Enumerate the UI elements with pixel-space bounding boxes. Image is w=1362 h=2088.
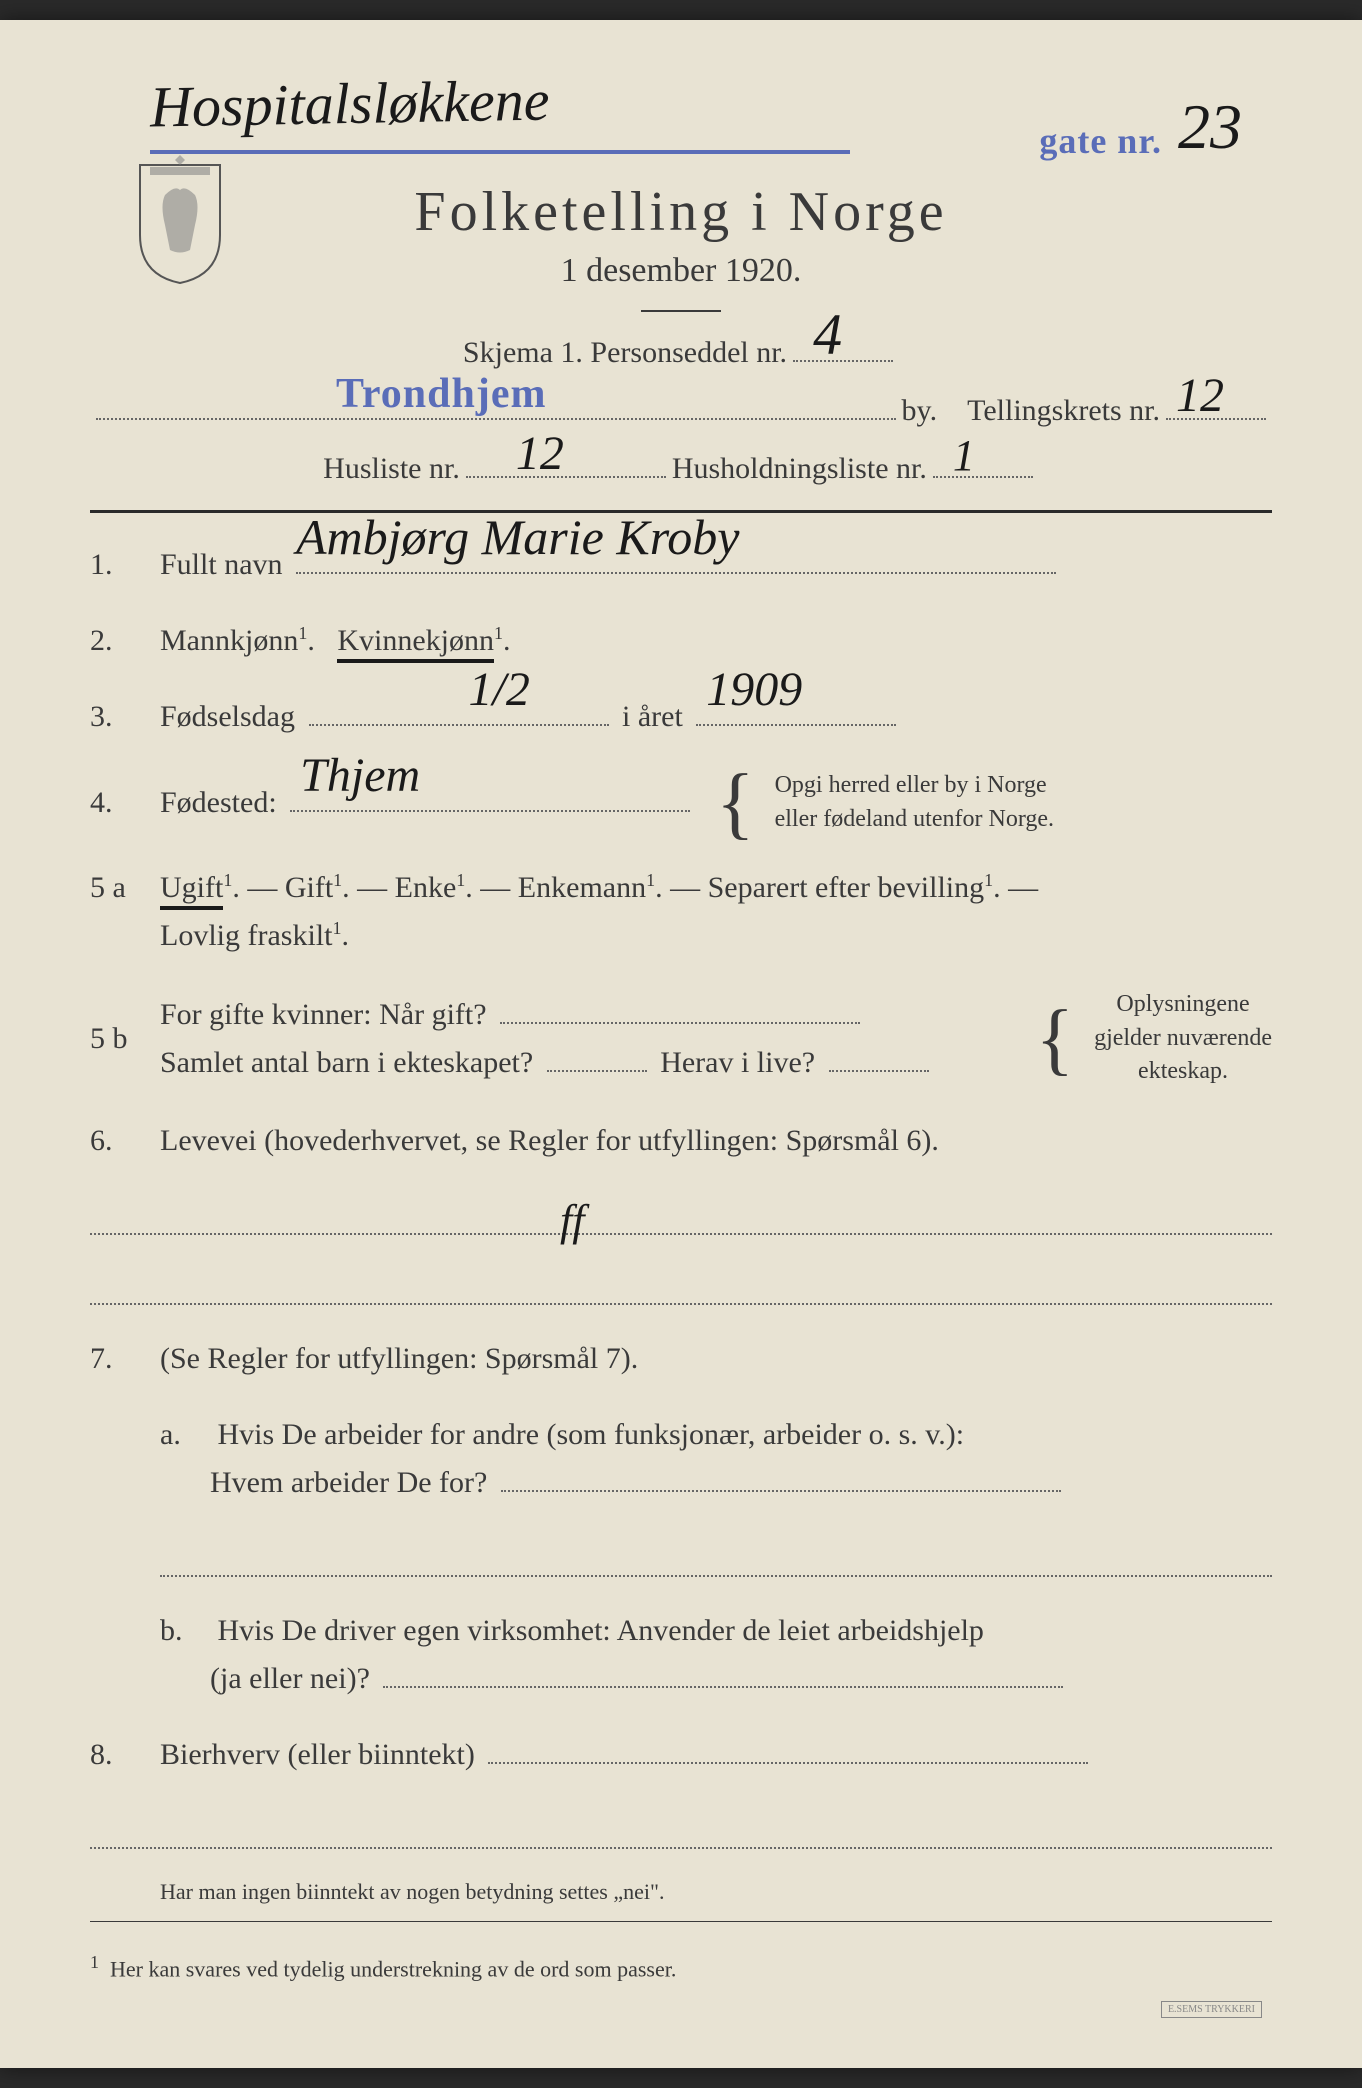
q7b-l2: (ja eller nei)? — [210, 1662, 370, 1695]
gate-nr-stamp: gate nr. — [1039, 120, 1162, 162]
q7b-field — [383, 1686, 1063, 1688]
city-suffix: by. — [902, 394, 938, 428]
q3: 3. Fødselsdag 1/2 i året 1909 — [90, 693, 1272, 741]
q5a-enke: Enke — [395, 871, 457, 904]
q5b-field1 — [500, 1022, 860, 1024]
husholdning-number: 1 — [953, 430, 975, 481]
q1: 1. Fullt navn Ambjørg Marie Kroby — [90, 541, 1272, 589]
q6-line2 — [90, 1265, 1272, 1305]
q2: 2. Mannkjønn1. Kvinnekjønn1. — [90, 617, 1272, 665]
husliste-label: Husliste nr. — [323, 452, 460, 486]
title-rule — [641, 310, 721, 312]
q3-year-field: 1909 — [696, 724, 896, 726]
q6-label: Levevei (hovederhvervet, se Regler for u… — [160, 1117, 1272, 1165]
page-date: 1 desember 1920. — [90, 252, 1272, 290]
blue-underline — [150, 150, 850, 154]
q6-line1: ff — [90, 1195, 1272, 1235]
q3-year-label: i året — [622, 700, 683, 733]
q5a: 5 a Ugift1. — Gift1. — Enke1. — Enkemann… — [90, 864, 1272, 960]
q5a-separert: Separert efter bevilling — [708, 871, 985, 904]
q5b-label1: For gifte kvinner: Når gift? — [160, 998, 487, 1031]
brace-icon: { — [716, 771, 754, 835]
q4: 4. Fødested: Thjem { Opgi herred eller b… — [90, 769, 1272, 836]
q5a-enkemann: Enkemann — [518, 871, 646, 904]
q8-label: Bierhverv (eller biinntekt) — [160, 1738, 475, 1771]
q7b-letter: b. — [160, 1607, 210, 1655]
q4-label: Fødested: — [160, 786, 277, 819]
q5b-num: 5 b — [90, 1015, 160, 1063]
q7a-field — [501, 1490, 1061, 1492]
q4-num: 4. — [90, 779, 160, 827]
q7a-l1: Hvis De arbeider for andre (som funksjon… — [218, 1418, 965, 1451]
printer-mark: E.SEMS TRYKKERI — [1161, 2001, 1262, 2018]
q8-line2 — [90, 1809, 1272, 1849]
tellingskrets-label: Tellingskrets nr. — [967, 394, 1160, 428]
footnote-rule — [90, 1921, 1272, 1922]
census-form-page: Hospitalsløkkene gate nr. 23 Folketellin… — [0, 20, 1362, 2068]
q5b-note: Oplysningene gjelder nuværende ekteskap. — [1094, 988, 1272, 1089]
q7-num: 7. — [90, 1335, 160, 1383]
brace-icon-2: { — [1036, 1007, 1074, 1071]
husliste-number: 12 — [516, 426, 564, 481]
q4-note: Opgi herred eller by i Norge eller fødel… — [775, 769, 1054, 836]
q5b: 5 b For gifte kvinner: Når gift? Samlet … — [90, 988, 1272, 1089]
schema-line: Skjema 1. Personseddel nr. 4 — [90, 336, 1272, 370]
q5b-field3 — [829, 1070, 929, 1072]
schema-label: Skjema 1. Personseddel nr. — [463, 336, 787, 370]
husliste-field: 12 — [466, 476, 666, 478]
q2-opt-m: Mannkjønn1. — [160, 624, 315, 657]
q1-num: 1. — [90, 541, 160, 589]
coat-of-arms-icon — [130, 155, 230, 285]
city-field: Trondhjem — [96, 418, 896, 420]
q8: 8. Bierhverv (eller biinntekt) — [90, 1731, 1272, 1779]
q7b-l1: Hvis De driver egen virksomhet: Anvender… — [218, 1614, 984, 1647]
q6-num: 6. — [90, 1117, 160, 1165]
husliste-line: Husliste nr. 12 Husholdningsliste nr. 1 — [90, 452, 1272, 486]
q5b-label3: Herav i live? — [660, 1046, 815, 1079]
q7a-l2: Hvem arbeider De for? — [210, 1466, 487, 1499]
husholdning-field: 1 — [933, 476, 1033, 478]
q6: 6. Levevei (hovederhvervet, se Regler fo… — [90, 1117, 1272, 1165]
page-title: Folketelling i Norge — [90, 180, 1272, 244]
q7a: a. Hvis De arbeider for andre (som funks… — [160, 1411, 1272, 1507]
q1-label: Fullt navn — [160, 548, 283, 581]
footnote-2: 1 Her kan svares ved tydelig understrekn… — [90, 1952, 1272, 1982]
q7a-letter: a. — [160, 1411, 210, 1459]
q7-label: (Se Regler for utfyllingen: Spørsmål 7). — [160, 1335, 1272, 1383]
city-stamp: Trondhjem — [336, 370, 546, 418]
q8-field — [488, 1762, 1088, 1764]
q3-year: 1909 — [706, 652, 802, 729]
q7a-line2 — [160, 1537, 1272, 1577]
q5a-gift: Gift — [285, 871, 333, 904]
q5b-field2 — [547, 1070, 647, 1072]
q1-value: Ambjørg Marie Kroby — [296, 497, 739, 577]
city-line: Trondhjem by. Tellingskrets nr. 12 — [90, 394, 1272, 428]
q3-day-field: 1/2 — [309, 724, 609, 726]
q8-num: 8. — [90, 1731, 160, 1779]
q2-num: 2. — [90, 617, 160, 665]
q5a-ugift: Ugift — [160, 871, 223, 910]
schema-number-field: 4 — [793, 360, 893, 362]
q6-value: ff — [560, 1195, 584, 1246]
q5a-fraskilt: Lovlig fraskilt — [160, 919, 332, 952]
q3-num: 3. — [90, 693, 160, 741]
q5a-num: 5 a — [90, 864, 160, 912]
schema-number: 4 — [813, 301, 842, 368]
husholdning-label: Husholdningsliste nr. — [672, 452, 927, 486]
q7b: b. Hvis De driver egen virksomhet: Anven… — [160, 1607, 1272, 1703]
q3-day: 1/2 — [469, 652, 530, 729]
tellingskrets-number: 12 — [1176, 368, 1224, 423]
q5b-label2: Samlet antal barn i ekteskapet? — [160, 1046, 533, 1079]
q4-field: Thjem — [290, 810, 690, 812]
q4-value: Thjem — [300, 738, 420, 815]
q1-field: Ambjørg Marie Kroby — [296, 572, 1056, 574]
gate-number: 23 — [1178, 90, 1242, 164]
street-handwriting: Hospitalsløkkene — [149, 67, 550, 141]
footnote-1: Har man ingen biinntekt av nogen betydni… — [160, 1879, 1272, 1905]
q3-label: Fødselsdag — [160, 700, 295, 733]
q7: 7. (Se Regler for utfyllingen: Spørsmål … — [90, 1335, 1272, 1383]
tellingskrets-field: 12 — [1166, 418, 1266, 420]
